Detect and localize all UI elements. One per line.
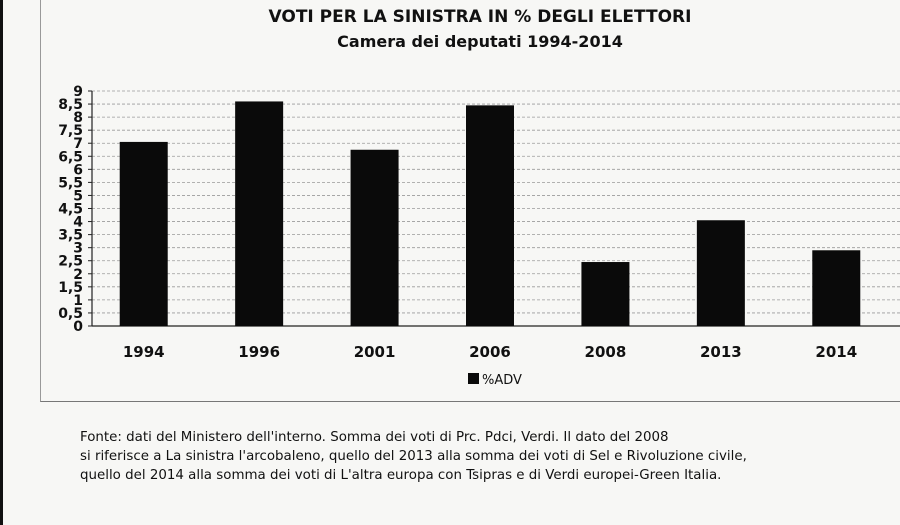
x-tick-label-2008: 2008 (585, 343, 627, 361)
bar-2001 (350, 149, 399, 326)
y-tick-label: 4 (73, 215, 83, 231)
chart-subtitle: Camera dei deputati 1994-2014 (337, 32, 623, 51)
y-tick-label: 8,5 (58, 97, 83, 113)
bar-2014 (812, 250, 861, 326)
legend-swatch (468, 373, 479, 384)
y-tick-label: 3,5 (58, 228, 83, 244)
bar-1994 (119, 141, 168, 326)
chart-frame (40, 0, 900, 402)
bar-2013 (696, 220, 745, 326)
x-tick-label-2013: 2013 (700, 343, 742, 361)
source-note-line-1: Fonte: dati del Ministero dell'interno. … (80, 430, 669, 445)
y-tick-label: 1,5 (58, 280, 83, 296)
chart-title: VOTI PER LA SINISTRA IN % DEGLI ELETTORI (268, 7, 692, 27)
y-tick-label: 2 (73, 267, 83, 283)
bar-2008 (581, 262, 630, 326)
x-tick-label-2014: 2014 (815, 343, 857, 361)
y-tick-label: 8 (73, 110, 83, 126)
y-tick-label: 0 (73, 319, 83, 335)
bar-chart: 00,511,522,533,544,555,566,577,588,59 199… (58, 84, 900, 388)
y-tick-label: 9 (73, 84, 83, 100)
legend-label: %ADV (482, 373, 522, 388)
y-tick-label: 6,5 (58, 149, 83, 165)
x-tick-label-1994: 1994 (123, 343, 165, 361)
source-note-line-3: quello del 2014 alla somma dei voti di L… (80, 468, 722, 483)
y-tick-label: 7,5 (58, 123, 83, 139)
y-tick-label: 0,5 (58, 306, 83, 322)
y-tick-label: 1 (73, 293, 83, 309)
y-tick-label: 3 (73, 241, 83, 257)
y-tick-label: 2,5 (58, 254, 83, 270)
source-note: Fonte: dati del Ministero dell'interno. … (80, 428, 895, 485)
y-tick-label: 5,5 (58, 175, 83, 191)
page-left-border (0, 0, 3, 525)
bar-2006 (466, 105, 514, 326)
y-tick-label: 7 (73, 136, 83, 152)
y-tick-label: 5 (73, 188, 83, 204)
x-tick-label-1996: 1996 (238, 343, 280, 361)
y-tick-label: 4,5 (58, 202, 83, 218)
x-tick-label-2001: 2001 (354, 343, 396, 361)
source-note-line-2: si riferisce a La sinistra l'arcobaleno,… (80, 449, 747, 464)
bar-1996 (235, 101, 284, 326)
y-tick-label: 6 (73, 162, 83, 178)
x-tick-label-2006: 2006 (469, 343, 511, 361)
